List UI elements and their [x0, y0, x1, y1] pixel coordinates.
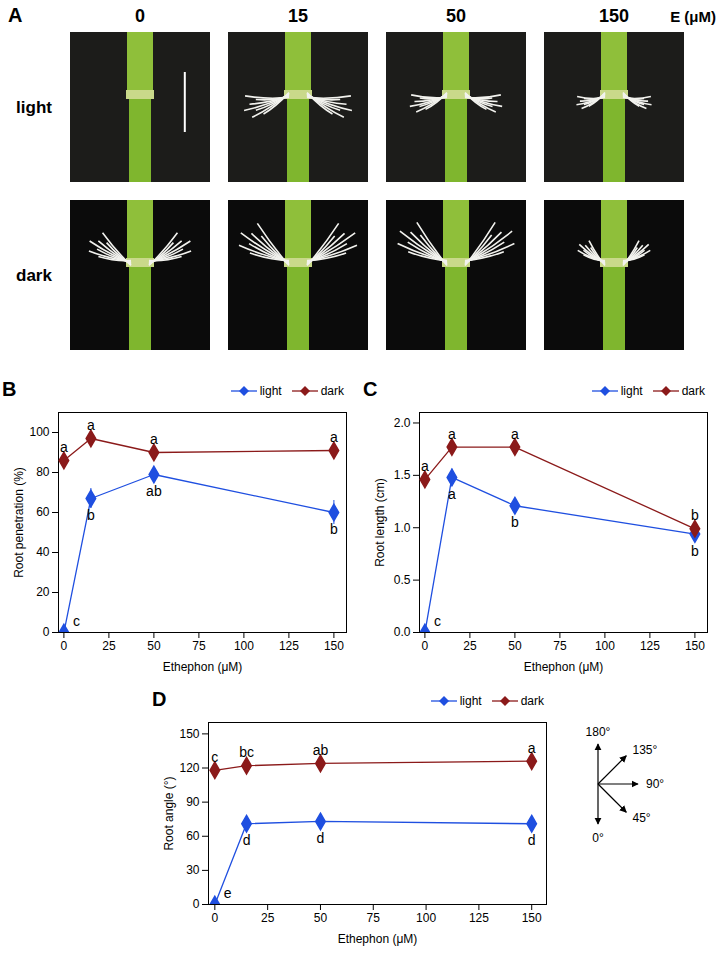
svg-text:100: 100: [29, 425, 49, 439]
svg-text:20: 20: [36, 585, 50, 599]
svg-text:b: b: [511, 514, 519, 530]
svg-text:75: 75: [553, 639, 567, 653]
svg-text:120: 120: [179, 761, 199, 775]
svg-text:0°: 0°: [592, 831, 604, 845]
svg-text:100: 100: [416, 911, 436, 925]
svg-text:150: 150: [522, 911, 542, 925]
svg-text:75: 75: [192, 639, 206, 653]
html-text:D: D: [152, 688, 167, 710]
svg-text:75: 75: [367, 911, 381, 925]
svg-text:15: 15: [288, 6, 308, 26]
svg-text:E (μM): E (μM): [670, 8, 716, 25]
svg-text:0: 0: [43, 625, 50, 639]
html-text:dark: dark: [681, 384, 705, 398]
svg-text:45°: 45°: [633, 811, 651, 825]
svg-text:dark: dark: [16, 266, 52, 285]
svg-text:a: a: [60, 439, 68, 455]
svg-text:a: a: [150, 431, 158, 447]
svg-text:0: 0: [211, 911, 218, 925]
svg-text:50: 50: [147, 639, 161, 653]
svg-text:150: 150: [179, 727, 199, 741]
svg-text:d: d: [317, 830, 325, 846]
svg-text:Root length (cm): Root length (cm): [373, 478, 387, 567]
svg-text:50: 50: [314, 911, 328, 925]
svg-text:c: c: [211, 749, 218, 765]
svg-text:b: b: [87, 507, 95, 523]
svg-text:90°: 90°: [646, 777, 664, 791]
svg-text:ab: ab: [313, 742, 329, 758]
svg-text:125: 125: [640, 639, 660, 653]
svg-text:a: a: [448, 426, 456, 442]
svg-text:150: 150: [599, 6, 629, 26]
svg-text:e: e: [224, 885, 232, 901]
svg-text:80: 80: [36, 465, 50, 479]
svg-text:b: b: [691, 543, 699, 559]
html-text:C: C: [363, 378, 378, 400]
svg-text:125: 125: [469, 911, 489, 925]
svg-text:150: 150: [324, 639, 344, 653]
svg-text:60: 60: [186, 829, 200, 843]
svg-text:100: 100: [234, 639, 254, 653]
svg-text:1.5: 1.5: [394, 468, 411, 482]
svg-text:135°: 135°: [633, 743, 658, 757]
svg-text:Ethephon (μM): Ethephon (μM): [338, 932, 418, 946]
svg-text:0: 0: [193, 897, 200, 911]
svg-text:1.0: 1.0: [394, 521, 411, 535]
svg-text:50: 50: [446, 6, 466, 26]
svg-text:25: 25: [102, 639, 116, 653]
svg-text:a: a: [421, 458, 429, 474]
svg-text:0: 0: [422, 639, 429, 653]
svg-text:2.0: 2.0: [394, 416, 411, 430]
svg-text:0.0: 0.0: [394, 625, 411, 639]
svg-text:25: 25: [463, 639, 477, 653]
svg-text:60: 60: [36, 505, 50, 519]
svg-text:0: 0: [135, 6, 145, 26]
svg-text:100: 100: [595, 639, 615, 653]
svg-text:25: 25: [261, 911, 275, 925]
svg-text:50: 50: [508, 639, 522, 653]
svg-text:150: 150: [685, 639, 705, 653]
svg-text:c: c: [73, 613, 80, 629]
svg-text:30: 30: [186, 863, 200, 877]
svg-text:0: 0: [61, 639, 68, 653]
svg-text:40: 40: [36, 545, 50, 559]
svg-text:Root angle (°): Root angle (°): [162, 776, 176, 850]
svg-text:b: b: [691, 507, 699, 523]
svg-text:90: 90: [186, 795, 200, 809]
html-text:B: B: [2, 378, 17, 400]
svg-text:b: b: [330, 521, 338, 537]
svg-text:Ethephon (μM): Ethephon (μM): [163, 660, 243, 674]
html-text:light: light: [459, 694, 482, 708]
html-text:light: light: [620, 384, 643, 398]
svg-text:180°: 180°: [586, 725, 611, 739]
svg-text:a: a: [511, 426, 519, 442]
html-text:light: light: [259, 384, 282, 398]
html-text:dark: dark: [520, 694, 544, 708]
svg-text:a: a: [330, 429, 338, 445]
svg-text:a: a: [528, 740, 536, 756]
svg-text:ab: ab: [146, 483, 162, 499]
svg-text:0.5: 0.5: [394, 573, 411, 587]
html-text:dark: dark: [320, 384, 344, 398]
svg-text:Root penetration (%): Root penetration (%): [12, 467, 26, 578]
svg-text:d: d: [528, 832, 536, 848]
svg-text:bc: bc: [239, 744, 254, 760]
svg-text:a: a: [448, 486, 456, 502]
svg-text:a: a: [87, 417, 95, 433]
svg-text:light: light: [16, 98, 52, 117]
svg-text:125: 125: [279, 639, 299, 653]
html-text:A: A: [8, 4, 23, 26]
svg-text:d: d: [243, 832, 251, 848]
svg-text:c: c: [434, 613, 441, 629]
svg-text:Ethephon (μM): Ethephon (μM): [524, 660, 604, 674]
